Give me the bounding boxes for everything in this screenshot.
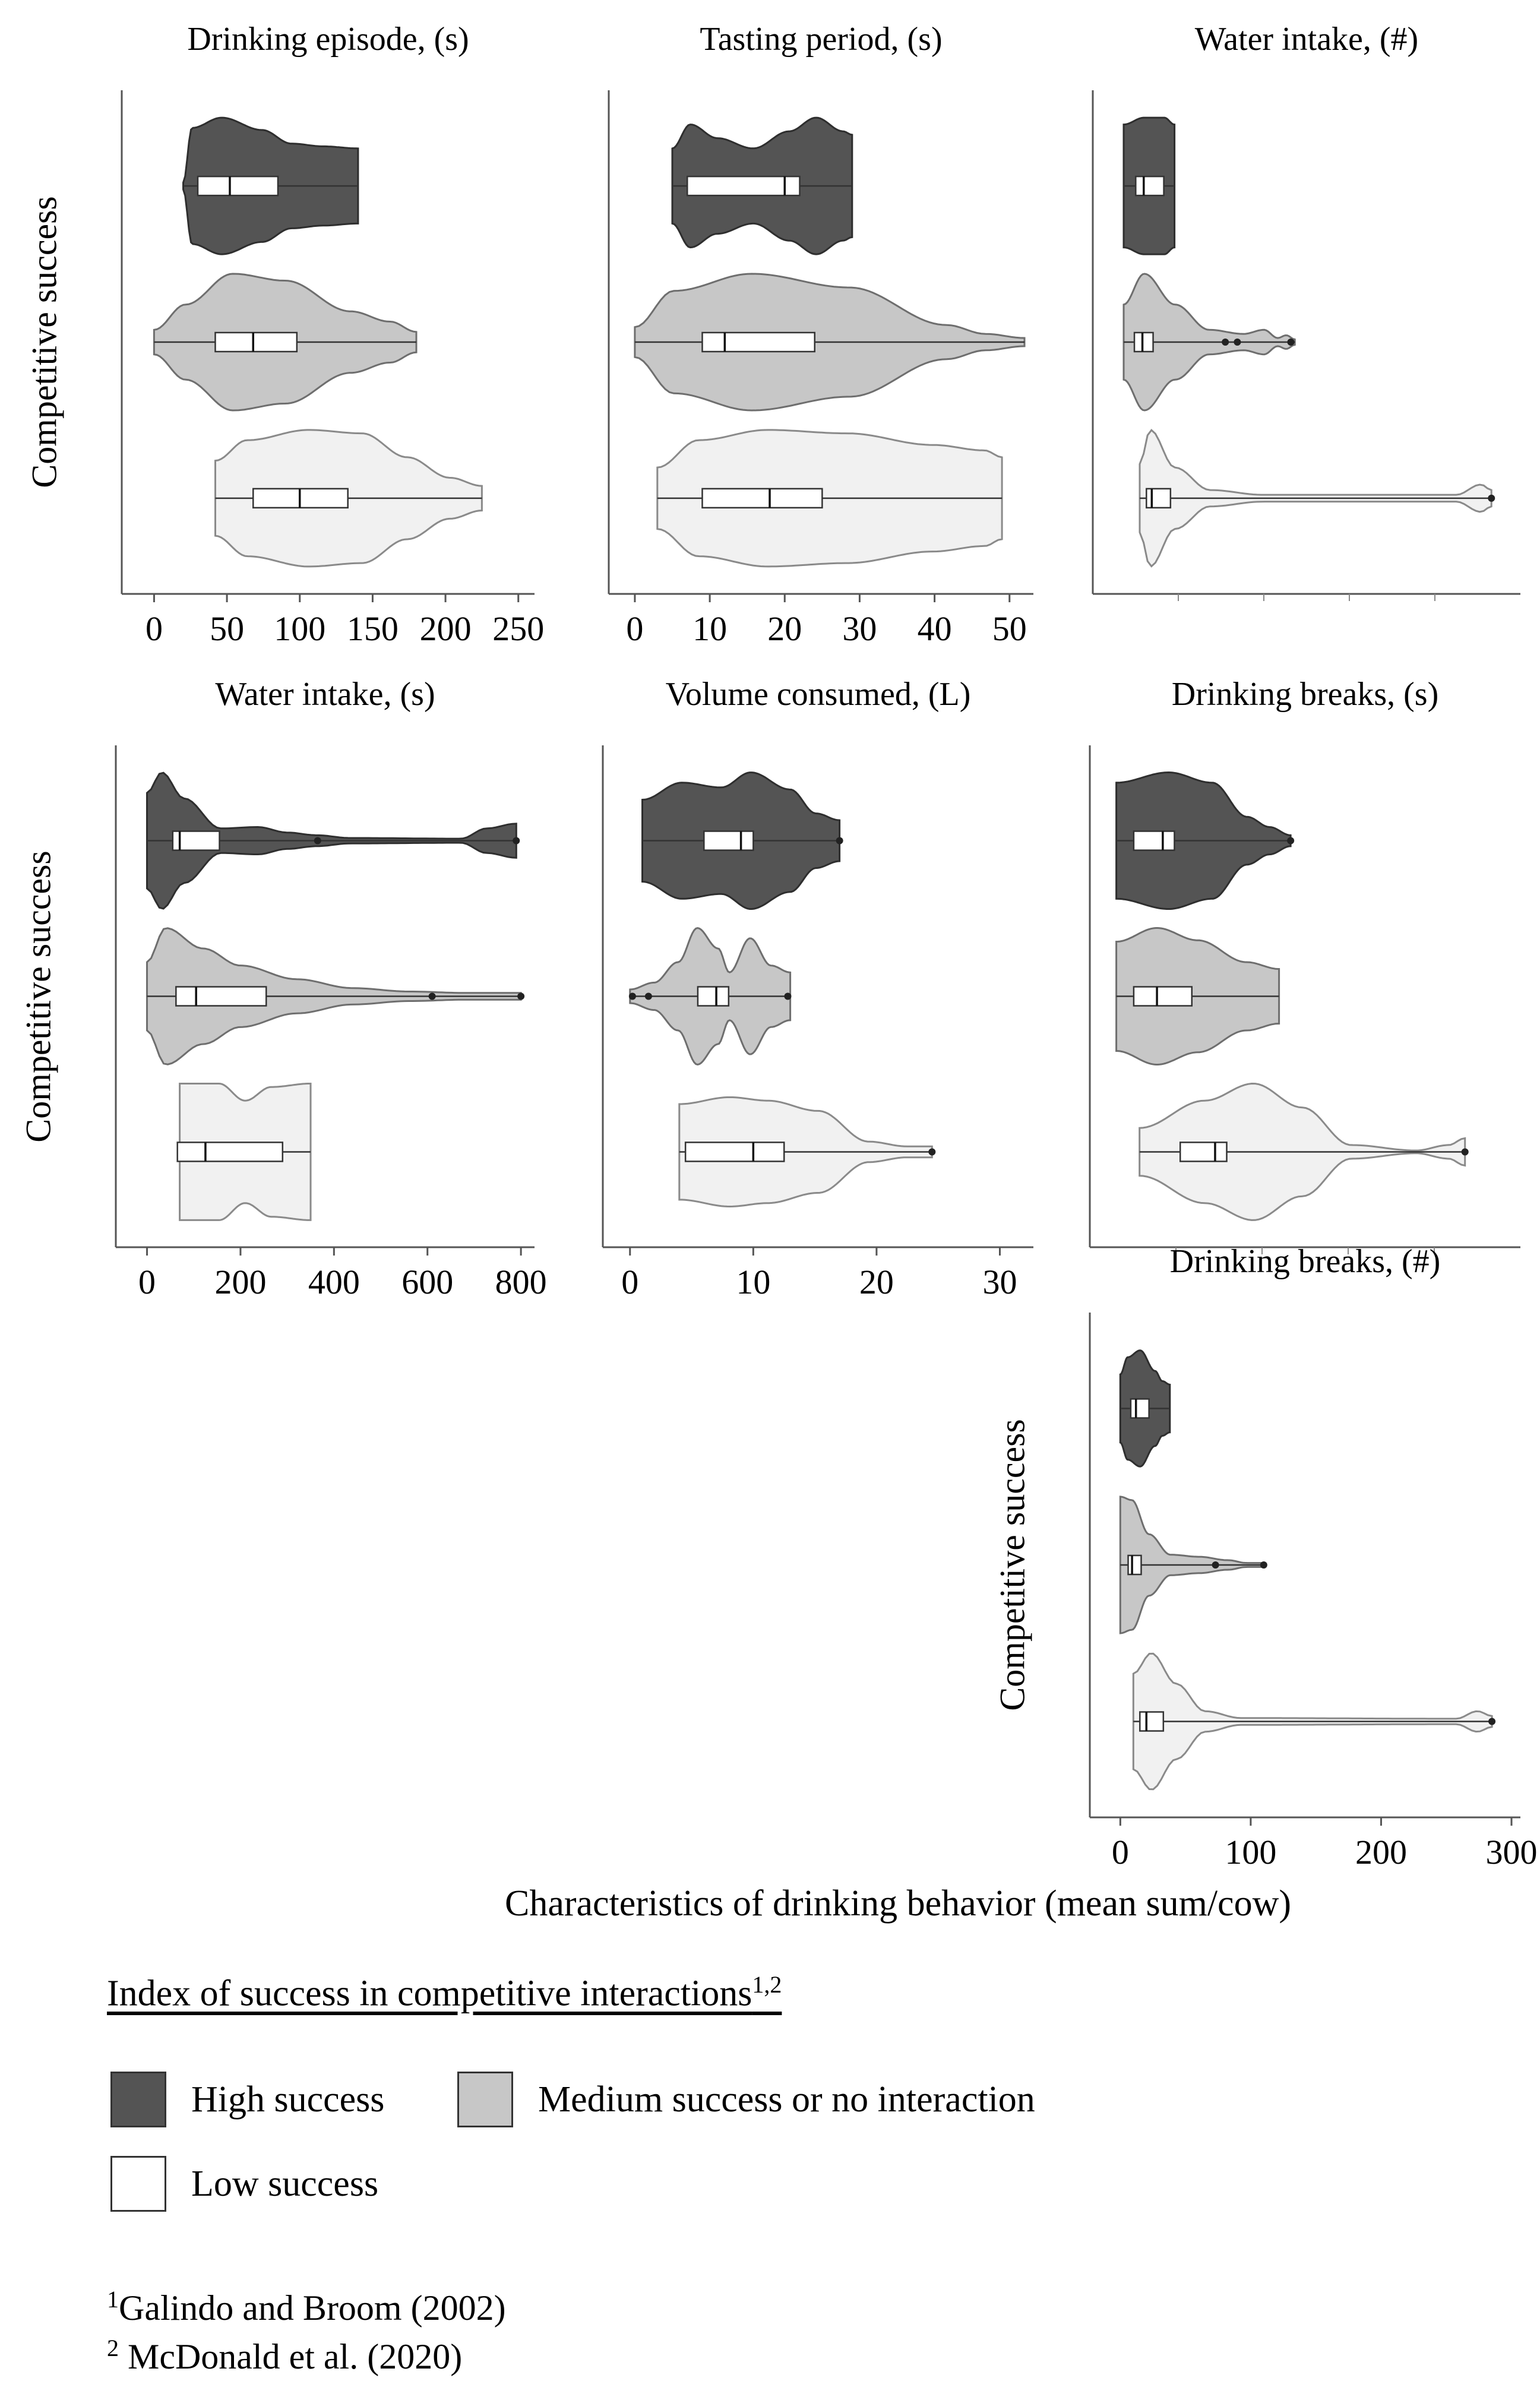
panel-tasting-period-s: 0 10 20 30 40 50 bbox=[608, 90, 1033, 648]
x-tick-label-0: 0 bbox=[626, 609, 643, 648]
box-high bbox=[1133, 830, 1175, 851]
box-medium bbox=[1127, 1554, 1142, 1576]
x-axis-label: Characteristics of drinking behavior (me… bbox=[505, 1883, 1291, 1924]
box-low bbox=[1179, 1141, 1228, 1162]
box-low bbox=[1139, 1711, 1165, 1732]
outlier-point-medium-0 bbox=[628, 992, 636, 1000]
x-tick-label-20: 20 bbox=[767, 609, 802, 648]
reference-2: 2 McDonald et al. (2020) bbox=[107, 2334, 462, 2377]
panel-title-drinking-episode-s: Drinking episode, (s) bbox=[187, 21, 469, 58]
panel-title-volume-consumed-l: Volume consumed, (L) bbox=[665, 676, 971, 713]
x-tick-label-800: 800 bbox=[495, 1263, 547, 1301]
reference-2-text: McDonald et al. (2020) bbox=[119, 2337, 463, 2376]
reference-2-sup: 2 bbox=[107, 2335, 119, 2361]
box-high bbox=[703, 830, 754, 851]
x-tick-label-100: 100 bbox=[274, 609, 325, 648]
outlier-point-low-0 bbox=[1461, 1148, 1469, 1156]
outlier-point-medium-2 bbox=[784, 992, 792, 1000]
outlier-point-high-0 bbox=[1287, 837, 1295, 845]
outlier-point-medium-2 bbox=[1287, 339, 1295, 346]
x-tick-label-40: 40 bbox=[918, 609, 952, 648]
box-medium bbox=[1133, 986, 1193, 1007]
box-low bbox=[684, 1141, 785, 1162]
x-tick-label-250: 250 bbox=[492, 609, 544, 648]
box-high bbox=[1135, 175, 1165, 197]
outlier-point-medium-0 bbox=[1222, 339, 1229, 346]
x-tick-label-20: 20 bbox=[859, 1263, 894, 1301]
reference-1-sup: 1 bbox=[107, 2286, 119, 2313]
box-high bbox=[1130, 1398, 1150, 1419]
x-tick-label-0: 0 bbox=[146, 609, 163, 648]
x-tick-label-30: 30 bbox=[982, 1263, 1017, 1301]
x-tick-label-10: 10 bbox=[692, 609, 727, 648]
box-medium bbox=[214, 331, 298, 353]
box-medium bbox=[701, 331, 815, 353]
x-tick-label-200: 200 bbox=[420, 609, 472, 648]
box-low bbox=[1146, 488, 1172, 509]
x-tick-label-0: 0 bbox=[1112, 1833, 1129, 1871]
x-tick-label-10: 10 bbox=[736, 1263, 770, 1301]
y-axis-label-water-intake-s: Competitive success bbox=[18, 850, 58, 1143]
panel-volume-consumed-l: 0 10 20 30 bbox=[602, 745, 1033, 1301]
box-high bbox=[686, 175, 801, 197]
panel-title-water-intake-s: Water intake, (s) bbox=[215, 676, 435, 713]
outlier-point-medium-1 bbox=[1234, 339, 1241, 346]
outlier-point-medium-1 bbox=[1260, 1561, 1267, 1569]
outlier-point-medium-0 bbox=[1212, 1561, 1219, 1569]
legend-title-superscript: 1,2 bbox=[752, 1971, 782, 1998]
x-tick-label-30: 30 bbox=[842, 609, 877, 648]
outlier-point-high-1 bbox=[513, 837, 520, 845]
outlier-point-low-0 bbox=[1488, 1718, 1496, 1725]
panel-title-water-intake: Water intake, (#) bbox=[1194, 21, 1419, 58]
legend-title: Index of success in competitive interact… bbox=[107, 1971, 782, 2015]
y-axis-label-drinking-breaks: Competitive success bbox=[992, 1419, 1032, 1711]
outlier-point-medium-0 bbox=[428, 992, 436, 1000]
legend-swatch-high bbox=[110, 2072, 166, 2127]
box-low bbox=[176, 1141, 284, 1162]
x-tick-label-50: 50 bbox=[992, 609, 1027, 648]
x-tick-label-150: 150 bbox=[347, 609, 399, 648]
x-tick-label-100: 100 bbox=[1225, 1833, 1276, 1871]
box-medium bbox=[175, 986, 267, 1007]
box-medium bbox=[1133, 331, 1154, 353]
legend-swatch-medium bbox=[457, 2072, 513, 2127]
outlier-point-medium-1 bbox=[517, 992, 525, 1000]
x-tick-label-0: 0 bbox=[621, 1263, 638, 1301]
panel-drinking-episode-s: 0 50 100 150 200 250 bbox=[121, 90, 544, 648]
panel-drinking-breaks-s bbox=[1089, 745, 1520, 1254]
legend-swatch-low bbox=[110, 2156, 166, 2212]
reference-1: 1Galindo and Broom (2002) bbox=[107, 2285, 506, 2329]
legend-label-high: High success bbox=[191, 2079, 385, 2120]
outlier-point-low-0 bbox=[1488, 494, 1495, 502]
legend-item-medium-success: Medium success or no interaction bbox=[457, 2072, 1035, 2127]
y-axis-label-drinking-episode-s: Competitive success bbox=[24, 196, 64, 488]
x-tick-label-600: 600 bbox=[401, 1263, 453, 1301]
panel-water-intake bbox=[1092, 90, 1520, 601]
x-tick-label-400: 400 bbox=[308, 1263, 360, 1301]
outlier-point-high-0 bbox=[836, 837, 843, 845]
panel-title-drinking-breaks-s: Drinking breaks, (s) bbox=[1171, 676, 1439, 713]
outlier-point-low-0 bbox=[928, 1148, 936, 1156]
panel-drinking-breaks: 0 100 200 300 bbox=[1089, 1313, 1538, 1871]
box-medium bbox=[697, 986, 730, 1007]
legend-label-medium: Medium success or no interaction bbox=[538, 2079, 1035, 2120]
panel-water-intake-s: 0 200 400 600 800 bbox=[115, 745, 547, 1301]
x-tick-label-50: 50 bbox=[210, 609, 244, 648]
outlier-point-high-0 bbox=[314, 837, 321, 845]
legend-label-low: Low success bbox=[191, 2163, 379, 2204]
panel-title-drinking-breaks: Drinking breaks, (#) bbox=[1169, 1243, 1441, 1280]
reference-1-text: Galindo and Broom (2002) bbox=[119, 2288, 506, 2328]
x-tick-label-200: 200 bbox=[214, 1263, 266, 1301]
x-tick-label-0: 0 bbox=[138, 1263, 156, 1301]
outlier-point-medium-1 bbox=[644, 992, 652, 1000]
x-tick-label-200: 200 bbox=[1355, 1833, 1407, 1871]
box-high bbox=[197, 175, 279, 197]
x-tick-label-300: 300 bbox=[1486, 1833, 1538, 1871]
legend-item-high-success: High success bbox=[110, 2072, 384, 2127]
legend-item-low-success: Low success bbox=[110, 2156, 378, 2212]
legend-title-text: Index of success in competitive interact… bbox=[107, 1973, 752, 2014]
box-low bbox=[701, 488, 823, 509]
panel-title-tasting-period-s: Tasting period, (s) bbox=[700, 21, 943, 58]
